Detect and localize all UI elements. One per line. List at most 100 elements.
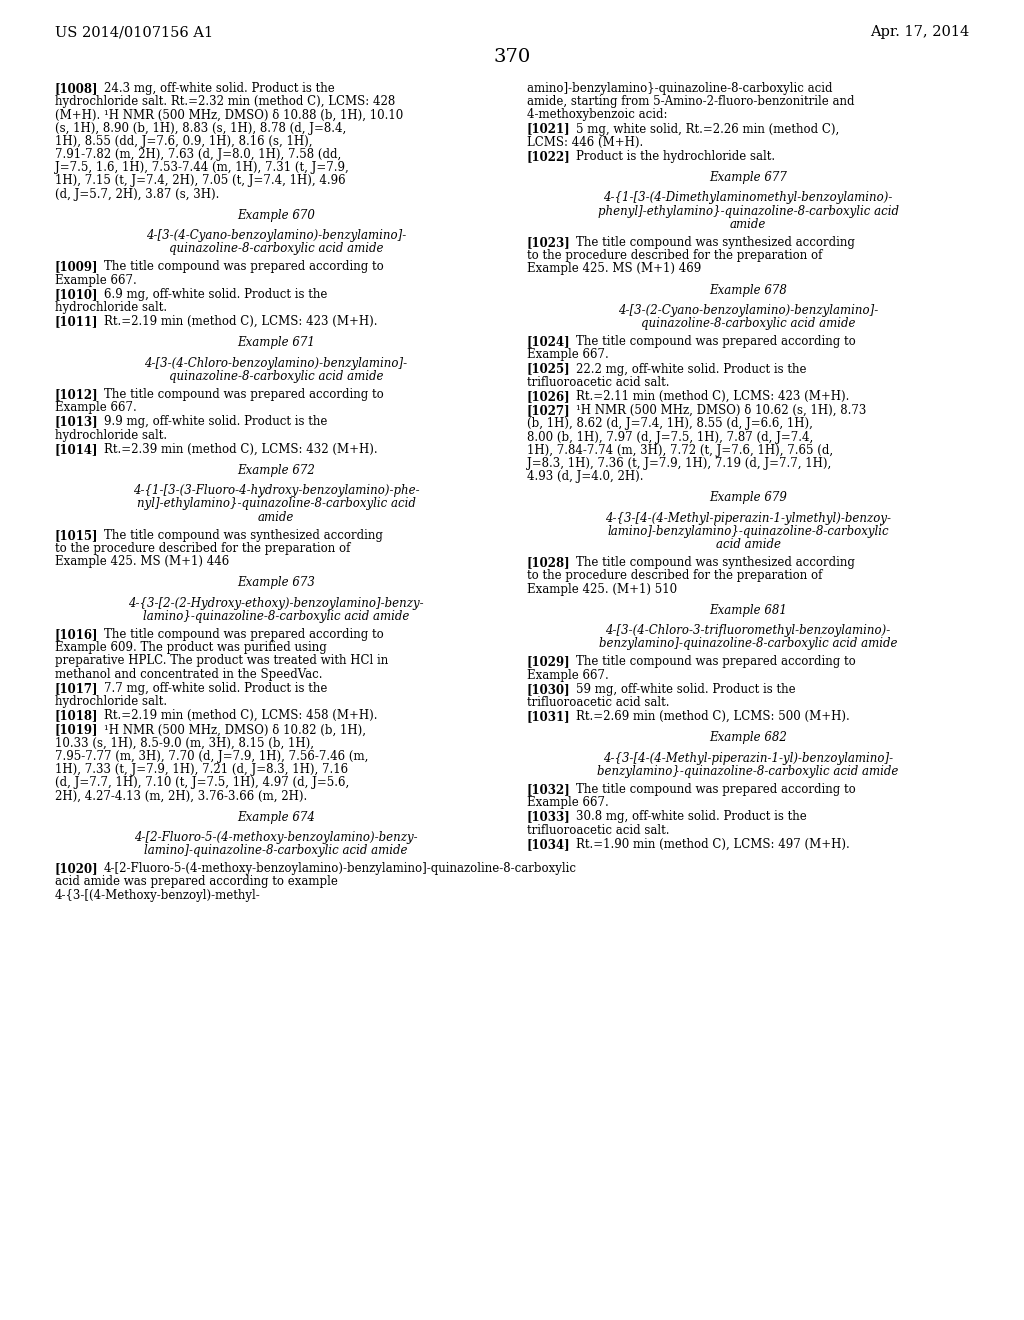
Text: hydrochloride salt. Rt.=2.32 min (method C), LCMS: 428: hydrochloride salt. Rt.=2.32 min (method… (55, 95, 395, 108)
Text: to the procedure described for the preparation of: to the procedure described for the prepa… (527, 249, 822, 263)
Text: Example 670: Example 670 (238, 209, 315, 222)
Text: hydrochloride salt.: hydrochloride salt. (55, 429, 167, 442)
Text: 22.2 mg, off-white solid. Product is the: 22.2 mg, off-white solid. Product is the (575, 363, 806, 376)
Text: [1019]: [1019] (55, 723, 98, 737)
Text: [1027]: [1027] (527, 404, 570, 417)
Text: acid amide was prepared according to example: acid amide was prepared according to exa… (55, 875, 338, 888)
Text: 1H), 7.33 (t, J=7.9, 1H), 7.21 (d, J=8.3, 1H), 7.16: 1H), 7.33 (t, J=7.9, 1H), 7.21 (d, J=8.3… (55, 763, 348, 776)
Text: 4-{3-[2-(2-Hydroxy-ethoxy)-benzoylamino]-benzy-: 4-{3-[2-(2-Hydroxy-ethoxy)-benzoylamino]… (128, 597, 424, 610)
Text: The title compound was synthesized according: The title compound was synthesized accor… (575, 236, 855, 249)
Text: The title compound was prepared according to: The title compound was prepared accordin… (575, 783, 856, 796)
Text: Rt.=2.19 min (method C), LCMS: 458 (M+H).: Rt.=2.19 min (method C), LCMS: 458 (M+H)… (103, 709, 378, 722)
Text: The title compound was synthesized according: The title compound was synthesized accor… (575, 556, 855, 569)
Text: amide: amide (258, 511, 294, 524)
Text: The title compound was prepared according to: The title compound was prepared accordin… (103, 628, 384, 642)
Text: 9.9 mg, off-white solid. Product is the: 9.9 mg, off-white solid. Product is the (103, 416, 328, 429)
Text: [1014]: [1014] (55, 442, 98, 455)
Text: 4-{1-[3-(3-Fluoro-4-hydroxy-benzoylamino)-phe-: 4-{1-[3-(3-Fluoro-4-hydroxy-benzoylamino… (133, 484, 419, 498)
Text: Rt.=2.69 min (method C), LCMS: 500 (M+H).: Rt.=2.69 min (method C), LCMS: 500 (M+H)… (575, 710, 850, 723)
Text: [1030]: [1030] (527, 682, 570, 696)
Text: 1H), 8.55 (dd, J=7.6, 0.9, 1H), 8.16 (s, 1H),: 1H), 8.55 (dd, J=7.6, 0.9, 1H), 8.16 (s,… (55, 135, 312, 148)
Text: (b, 1H), 8.62 (d, J=7.4, 1H), 8.55 (d, J=6.6, 1H),: (b, 1H), 8.62 (d, J=7.4, 1H), 8.55 (d, J… (527, 417, 813, 430)
Text: Rt.=2.19 min (method C), LCMS: 423 (M+H).: Rt.=2.19 min (method C), LCMS: 423 (M+H)… (103, 315, 378, 329)
Text: 7.95-7.77 (m, 3H), 7.70 (d, J=7.9, 1H), 7.56-7.46 (m,: 7.95-7.77 (m, 3H), 7.70 (d, J=7.9, 1H), … (55, 750, 369, 763)
Text: US 2014/0107156 A1: US 2014/0107156 A1 (55, 25, 213, 40)
Text: lamino]-benzylamino}-quinazoline-8-carboxylic: lamino]-benzylamino}-quinazoline-8-carbo… (607, 525, 889, 537)
Text: (s, 1H), 8.90 (b, 1H), 8.83 (s, 1H), 8.78 (d, J=8.4,: (s, 1H), 8.90 (b, 1H), 8.83 (s, 1H), 8.7… (55, 121, 346, 135)
Text: 2H), 4.27-4.13 (m, 2H), 3.76-3.66 (m, 2H).: 2H), 4.27-4.13 (m, 2H), 3.76-3.66 (m, 2H… (55, 789, 307, 803)
Text: (M+H). ¹H NMR (500 MHz, DMSO) δ 10.88 (b, 1H), 10.10: (M+H). ¹H NMR (500 MHz, DMSO) δ 10.88 (b… (55, 108, 403, 121)
Text: 24.3 mg, off-white solid. Product is the: 24.3 mg, off-white solid. Product is the (103, 82, 335, 95)
Text: 4-[2-Fluoro-5-(4-methoxy-benzoylamino)-benzy-: 4-[2-Fluoro-5-(4-methoxy-benzoylamino)-b… (134, 830, 418, 843)
Text: 7.91-7.82 (m, 2H), 7.63 (d, J=8.0, 1H), 7.58 (dd,: 7.91-7.82 (m, 2H), 7.63 (d, J=8.0, 1H), … (55, 148, 341, 161)
Text: 6.9 mg, off-white solid. Product is the: 6.9 mg, off-white solid. Product is the (103, 288, 328, 301)
Text: hydrochloride salt.: hydrochloride salt. (55, 696, 167, 708)
Text: Rt.=2.11 min (method C), LCMS: 423 (M+H).: Rt.=2.11 min (method C), LCMS: 423 (M+H)… (575, 389, 849, 403)
Text: ¹H NMR (500 MHz, DMSO) δ 10.82 (b, 1H),: ¹H NMR (500 MHz, DMSO) δ 10.82 (b, 1H), (103, 723, 366, 737)
Text: (d, J=5.7, 2H), 3.87 (s, 3H).: (d, J=5.7, 2H), 3.87 (s, 3H). (55, 187, 219, 201)
Text: hydrochloride salt.: hydrochloride salt. (55, 301, 167, 314)
Text: Example 673: Example 673 (238, 577, 315, 590)
Text: Example 681: Example 681 (709, 603, 786, 616)
Text: [1013]: [1013] (55, 416, 98, 429)
Text: Example 667.: Example 667. (55, 273, 137, 286)
Text: [1026]: [1026] (527, 389, 570, 403)
Text: The title compound was prepared according to: The title compound was prepared accordin… (103, 388, 384, 401)
Text: Example 672: Example 672 (238, 465, 315, 477)
Text: [1033]: [1033] (527, 810, 570, 824)
Text: LCMS: 446 (M+H).: LCMS: 446 (M+H). (527, 136, 643, 149)
Text: Product is the hydrochloride salt.: Product is the hydrochloride salt. (575, 150, 775, 162)
Text: [1029]: [1029] (527, 656, 570, 668)
Text: [1024]: [1024] (527, 335, 570, 348)
Text: 7.7 mg, off-white solid. Product is the: 7.7 mg, off-white solid. Product is the (103, 682, 328, 694)
Text: amide, starting from 5-Amino-2-fluoro-benzonitrile and: amide, starting from 5-Amino-2-fluoro-be… (527, 95, 854, 108)
Text: [1023]: [1023] (527, 236, 570, 249)
Text: [1031]: [1031] (527, 710, 570, 723)
Text: Example 671: Example 671 (238, 337, 315, 350)
Text: Example 609. The product was purified using: Example 609. The product was purified us… (55, 642, 327, 655)
Text: 4-{3-[(4-Methoxy-benzoyl)-methyl-: 4-{3-[(4-Methoxy-benzoyl)-methyl- (55, 888, 261, 902)
Text: Example 674: Example 674 (238, 810, 315, 824)
Text: to the procedure described for the preparation of: to the procedure described for the prepa… (527, 569, 822, 582)
Text: 4-[3-(4-Cyano-benzoylamino)-benzylamino]-: 4-[3-(4-Cyano-benzoylamino)-benzylamino]… (145, 228, 407, 242)
Text: Rt.=2.39 min (method C), LCMS: 432 (M+H).: Rt.=2.39 min (method C), LCMS: 432 (M+H)… (103, 442, 378, 455)
Text: Example 425. (M+1) 510: Example 425. (M+1) 510 (527, 582, 677, 595)
Text: 370: 370 (494, 48, 530, 66)
Text: [1022]: [1022] (527, 150, 570, 162)
Text: acid amide: acid amide (716, 539, 780, 550)
Text: Example 677: Example 677 (709, 172, 786, 185)
Text: 5 mg, white solid, Rt.=2.26 min (method C),: 5 mg, white solid, Rt.=2.26 min (method … (575, 123, 839, 136)
Text: Example 678: Example 678 (709, 284, 786, 297)
Text: Example 679: Example 679 (709, 491, 786, 504)
Text: Example 425. MS (M+1) 446: Example 425. MS (M+1) 446 (55, 556, 229, 568)
Text: [1018]: [1018] (55, 709, 98, 722)
Text: quinazoline-8-carboxylic acid amide: quinazoline-8-carboxylic acid amide (641, 317, 855, 330)
Text: Example 667.: Example 667. (527, 348, 608, 362)
Text: [1020]: [1020] (55, 862, 98, 875)
Text: [1010]: [1010] (55, 288, 98, 301)
Text: 4-{1-[3-(4-Dimethylaminomethyl-benzoylamino)-: 4-{1-[3-(4-Dimethylaminomethyl-benzoylam… (603, 191, 893, 205)
Text: quinazoline-8-carboxylic acid amide: quinazoline-8-carboxylic acid amide (169, 370, 383, 383)
Text: Example 667.: Example 667. (527, 669, 608, 681)
Text: J=7.5, 1.6, 1H), 7.53-7.44 (m, 1H), 7.31 (t, J=7.9,: J=7.5, 1.6, 1H), 7.53-7.44 (m, 1H), 7.31… (55, 161, 349, 174)
Text: 1H), 7.15 (t, J=7.4, 2H), 7.05 (t, J=7.4, 1H), 4.96: 1H), 7.15 (t, J=7.4, 2H), 7.05 (t, J=7.4… (55, 174, 346, 187)
Text: 4-methoxybenzoic acid:: 4-methoxybenzoic acid: (527, 108, 668, 121)
Text: [1034]: [1034] (527, 838, 570, 851)
Text: 30.8 mg, off-white solid. Product is the: 30.8 mg, off-white solid. Product is the (575, 810, 807, 824)
Text: 8.00 (b, 1H), 7.97 (d, J=7.5, 1H), 7.87 (d, J=7.4,: 8.00 (b, 1H), 7.97 (d, J=7.5, 1H), 7.87 … (527, 430, 813, 444)
Text: The title compound was prepared according to: The title compound was prepared accordin… (575, 335, 856, 348)
Text: [1015]: [1015] (55, 529, 98, 541)
Text: lamino]-quinazoline-8-carboxylic acid amide: lamino]-quinazoline-8-carboxylic acid am… (144, 843, 408, 857)
Text: 4-{3-[4-(4-Methyl-piperazin-1-ylmethyl)-benzoy-: 4-{3-[4-(4-Methyl-piperazin-1-ylmethyl)-… (605, 512, 891, 524)
Text: benzylamino}-quinazoline-8-carboxylic acid amide: benzylamino}-quinazoline-8-carboxylic ac… (597, 764, 899, 777)
Text: [1028]: [1028] (527, 556, 570, 569)
Text: [1008]: [1008] (55, 82, 98, 95)
Text: The title compound was prepared according to: The title compound was prepared accordin… (575, 656, 856, 668)
Text: lamino}-quinazoline-8-carboxylic acid amide: lamino}-quinazoline-8-carboxylic acid am… (142, 610, 410, 623)
Text: 59 mg, off-white solid. Product is the: 59 mg, off-white solid. Product is the (575, 682, 796, 696)
Text: amide: amide (730, 218, 766, 231)
Text: [1011]: [1011] (55, 315, 98, 329)
Text: [1009]: [1009] (55, 260, 98, 273)
Text: 4-[3-(2-Cyano-benzoylamino)-benzylamino]-: 4-[3-(2-Cyano-benzoylamino)-benzylamino]… (617, 304, 879, 317)
Text: trifluoroacetic acid salt.: trifluoroacetic acid salt. (527, 696, 670, 709)
